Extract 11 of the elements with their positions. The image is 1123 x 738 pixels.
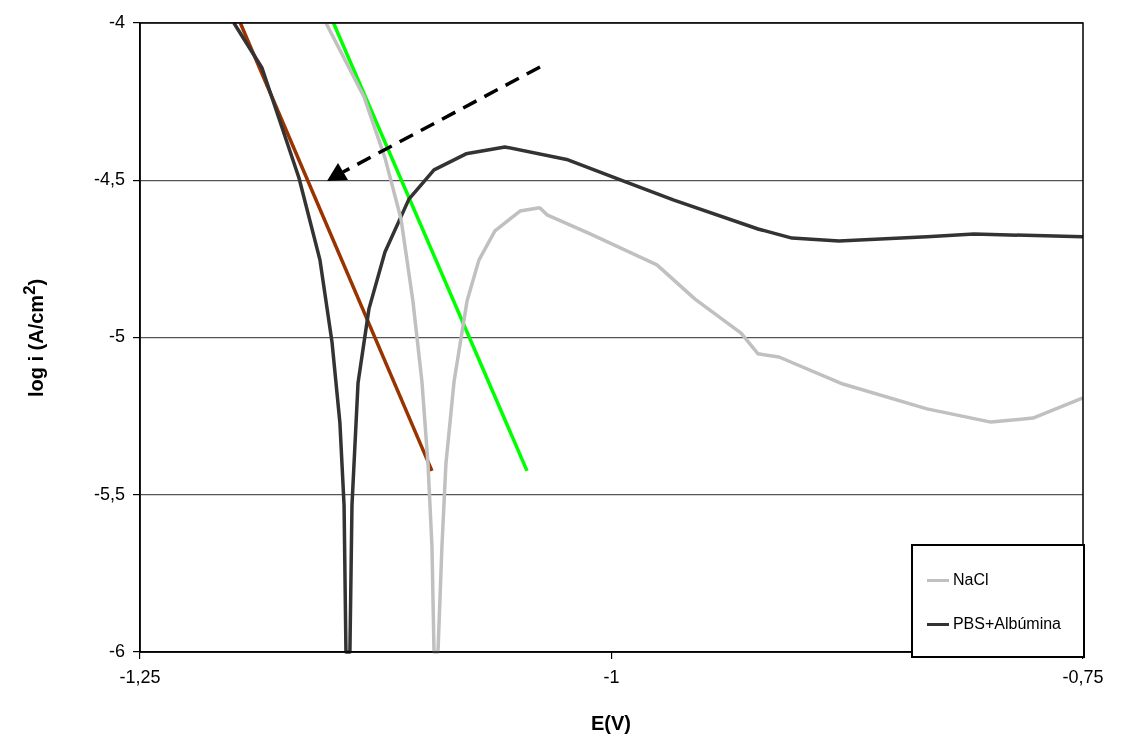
y-tick-label: -5,5 xyxy=(93,483,125,504)
y-tick-label: -6 xyxy=(108,640,125,661)
x-tick-label: -1 xyxy=(603,666,620,687)
legend-label: PBS+Albúmina xyxy=(952,615,1061,633)
y-tick-label: -4,5 xyxy=(93,169,125,190)
y-tick-label: -5 xyxy=(108,326,125,347)
y-tick-label: -4 xyxy=(108,11,125,32)
x-tick-label: -0,75 xyxy=(1062,666,1104,687)
x-axis-title: E(V) xyxy=(591,712,631,735)
legend-label: NaCl xyxy=(952,571,989,589)
x-tick-label: -1,25 xyxy=(119,666,161,687)
